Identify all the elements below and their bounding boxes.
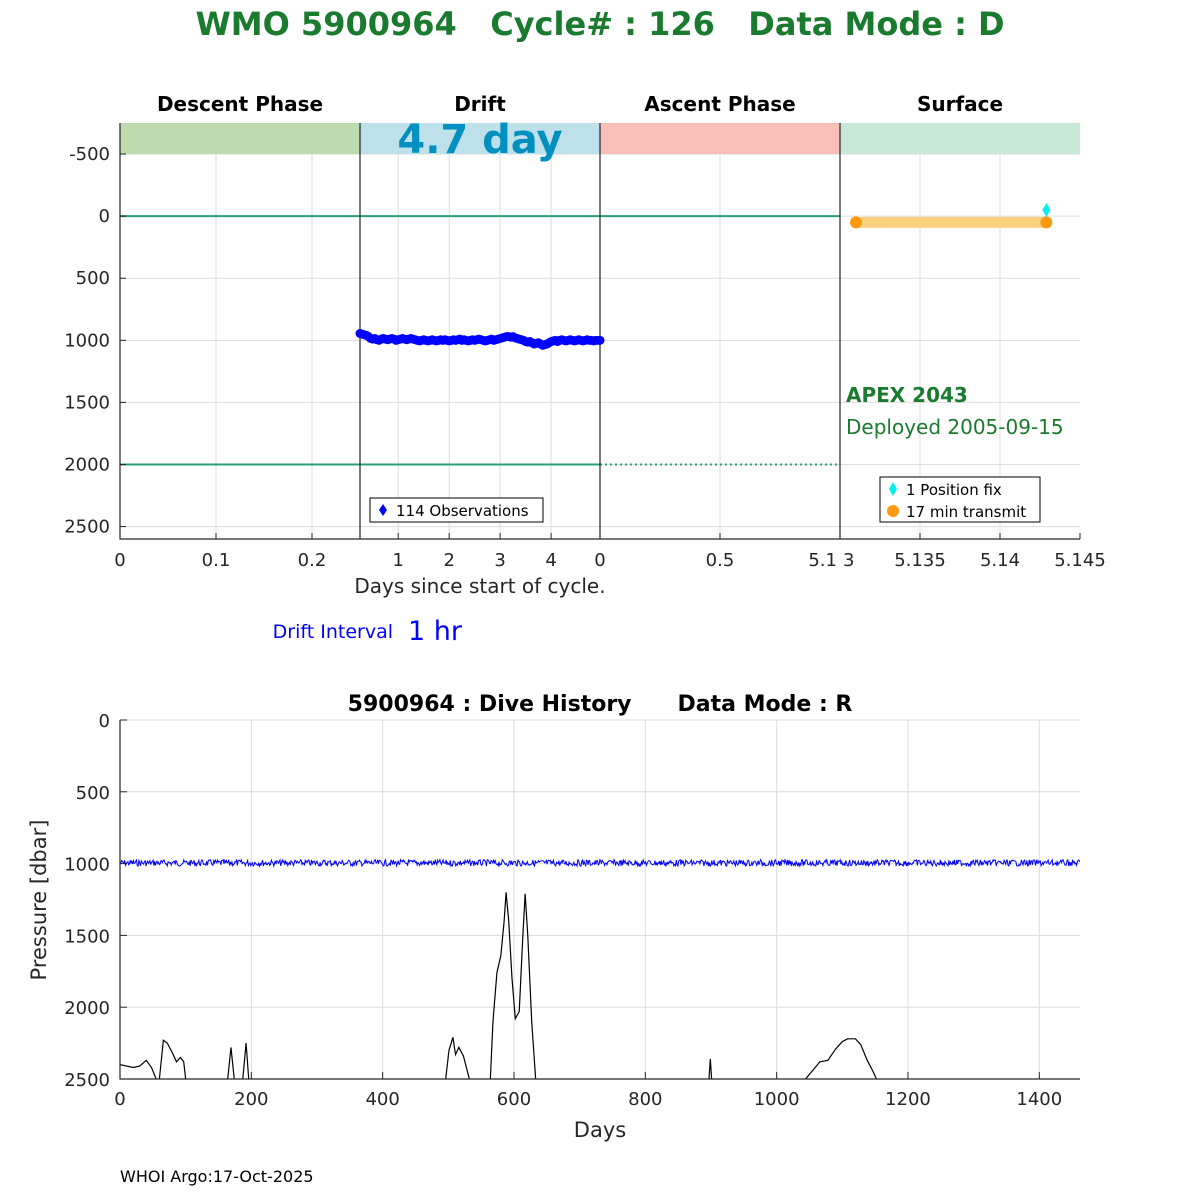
- position-fix-point: [1042, 202, 1051, 217]
- y-tick-label: 500: [76, 268, 110, 289]
- x-tick-label: 0.5: [706, 550, 735, 571]
- surface-legend-box: [879, 476, 1041, 523]
- drift-observation-point: [595, 335, 605, 345]
- y-tick-label: 2500: [64, 1070, 110, 1091]
- x-tick-label: 5.1: [808, 550, 837, 571]
- x-tick-label: 1000: [754, 1089, 800, 1110]
- phase-band-3: [840, 123, 1080, 155]
- drift-interval-value: 1 hr: [408, 616, 463, 647]
- x-tick-label: 5.135: [894, 550, 946, 571]
- drift-interval-label: Drift Interval: [273, 621, 393, 643]
- panel-title: Surface: [917, 92, 1003, 116]
- y-tick-label: 1500: [64, 926, 110, 947]
- legend-marker-icon: [379, 504, 387, 516]
- y-tick-label: 2000: [64, 454, 110, 475]
- x-tick-label: 0.1: [202, 550, 231, 571]
- x-tick-label: 1200: [885, 1089, 931, 1110]
- phase-band-0: [120, 123, 360, 155]
- y-tick-label: 1000: [64, 330, 110, 351]
- x-tick-label: 3: [494, 550, 505, 571]
- footer-credit: WHOI Argo:17-Oct-2025: [120, 1167, 314, 1186]
- x-tick-label: 3: [843, 550, 854, 571]
- phase-band-2: [600, 123, 840, 155]
- transmit-point: [1040, 216, 1053, 229]
- y-tick-label: 500: [76, 783, 110, 804]
- panel-title: Drift: [454, 92, 506, 116]
- axes-frame: [119, 123, 1080, 540]
- profile-depth-line: [708, 1058, 713, 1080]
- profile-depth-line: [227, 1047, 235, 1080]
- x-tick-label: 5.145: [1054, 550, 1106, 571]
- axes-frame: [119, 720, 1080, 1080]
- top-xlabel: Days since start of cycle.: [354, 574, 605, 598]
- x-tick-label: 5.14: [980, 550, 1020, 571]
- panel-title: Descent Phase: [157, 92, 323, 116]
- x-tick-label: 4: [545, 550, 556, 571]
- y-tick-label: 0: [99, 711, 110, 732]
- x-tick-label: 2: [443, 550, 454, 571]
- transmit-legend-icon: [887, 505, 899, 517]
- profile-depth-line: [242, 1043, 250, 1080]
- x-tick-label: 600: [497, 1089, 531, 1110]
- profile-depth-line: [119, 1059, 157, 1080]
- y-tick-label: 0: [99, 206, 110, 227]
- bottom-title: 5900964 : Dive History Data Mode : R: [348, 692, 853, 717]
- position-fix-legend-label: 1 Position fix: [906, 481, 1002, 499]
- profile-depth-line: [489, 892, 537, 1080]
- x-tick-label: 800: [628, 1089, 662, 1110]
- float-model: APEX 2043: [846, 383, 968, 407]
- x-tick-label: 0: [114, 550, 125, 571]
- x-tick-label: 200: [234, 1089, 268, 1110]
- x-tick-label: 0.2: [298, 550, 327, 571]
- y-tick-label: 1000: [64, 855, 110, 876]
- drift-legend-label: 114 Observations: [396, 502, 529, 520]
- x-tick-label: 0: [114, 1089, 125, 1110]
- transmit-point: [850, 216, 862, 229]
- transmit-legend-label: 17 min transmit: [906, 503, 1026, 521]
- drift-duration-label: 4.7 day: [397, 117, 562, 163]
- y-tick-label: 2500: [64, 517, 110, 538]
- page-title: WMO 5900964 Cycle# : 126 Data Mode : D: [195, 5, 1004, 43]
- dive-history-chart: 0 200 400 600 800 1000 1200 1400 0 500 1000 1500 200…: [64, 711, 1081, 1110]
- y-tick-label: -500: [69, 144, 110, 165]
- bottom-xlabel: Days: [574, 1118, 626, 1142]
- y-tick-label: 2000: [64, 998, 110, 1019]
- profile-depth-line: [445, 1037, 470, 1080]
- drift-pressure-line: [119, 857, 1081, 868]
- x-tick-label: 0: [594, 550, 605, 571]
- phase-band-1: [360, 123, 600, 155]
- cycle-profile-chart: Descent Phase 0 0.1 0.2 Drift 1 2 3 4 Ascent Phas…: [64, 92, 1106, 571]
- x-tick-label: 1400: [1016, 1089, 1062, 1110]
- bottom-ylabel: Pressure [dbar]: [27, 820, 51, 981]
- x-tick-label: 1: [392, 550, 403, 571]
- profile-depth-line: [158, 1039, 187, 1080]
- position-fix-legend-icon: [889, 482, 897, 496]
- y-tick-label: 1500: [64, 392, 110, 413]
- float-deployed: Deployed 2005-09-15: [846, 415, 1064, 439]
- profile-depth-line: [805, 1038, 877, 1080]
- drift-legend-box: [369, 497, 544, 523]
- x-tick-label: 400: [365, 1089, 399, 1110]
- panel-title: Ascent Phase: [644, 92, 795, 116]
